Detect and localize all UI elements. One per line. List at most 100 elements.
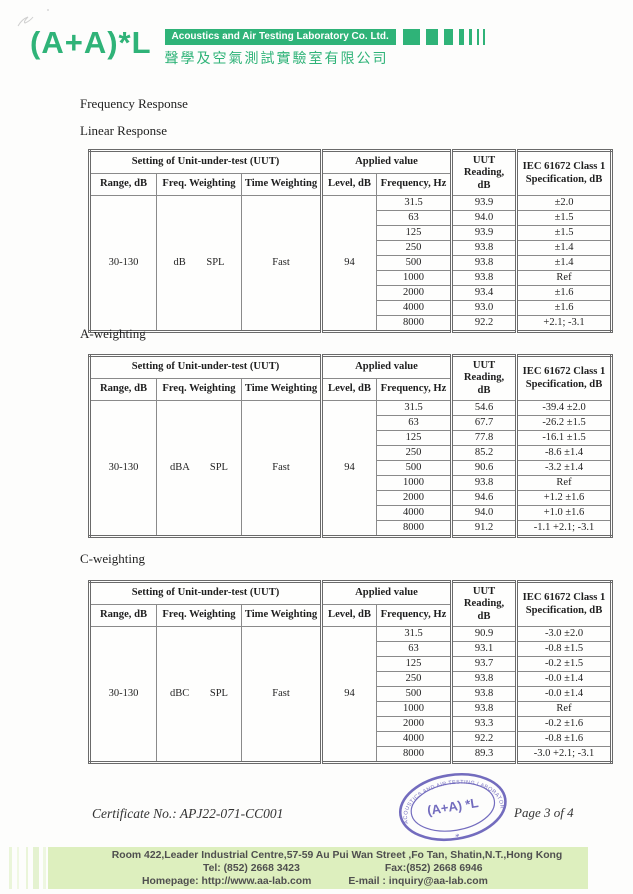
- company-name-chinese: 聲學及空氣測試實驗室有限公司: [164, 51, 389, 67]
- section-heading-linear: Linear Response: [80, 123, 168, 138]
- level-value: 94: [320, 626, 377, 763]
- uut-reading-value: 89.3: [450, 746, 518, 763]
- frequency-value: 63: [375, 415, 453, 431]
- table-row: 63 93.1 -0.8 ±1.5: [90, 641, 613, 657]
- frequency-value: 1000: [375, 701, 453, 717]
- header-frequency: Frequency, Hz: [375, 378, 453, 401]
- footer-email: E-mail : inquiry@aa-lab.com: [348, 876, 488, 888]
- uut-reading-value: 94.0: [450, 210, 518, 226]
- table-row: 125 77.8 -16.1 ±1.5: [90, 430, 613, 446]
- footer: Room 422,Leader Industrial Centre,57-59 …: [48, 847, 588, 889]
- uut-reading-value: 93.0: [450, 300, 518, 316]
- frequency-value: 2000: [375, 490, 453, 506]
- frequency-value: 8000: [375, 315, 453, 332]
- section-heading-a-weighting: A-weighting: [80, 326, 146, 341]
- spec-value: Ref: [515, 701, 613, 717]
- footer-stripe: [9, 847, 12, 889]
- spec-value: -39.4 ±2.0: [515, 400, 613, 416]
- frequency-value: 125: [375, 225, 453, 241]
- table-row: 500 93.8 -0.0 ±1.4: [90, 686, 613, 702]
- uut-reading-value: 92.2: [450, 731, 518, 747]
- uut-reading-value: 93.8: [450, 686, 518, 702]
- spec-value: +1.0 ±1.6: [515, 505, 613, 521]
- range-value: 30-130: [89, 626, 157, 763]
- header-range: Range, dB: [89, 173, 157, 196]
- footer-tel: Tel: (852) 2668 3423: [203, 863, 300, 875]
- company-names: Acoustics and Air Testing Laboratory Co.…: [164, 27, 485, 68]
- spec-value: ±1.6: [515, 300, 613, 316]
- spec-value: -16.1 ±1.5: [515, 430, 613, 446]
- uut-reading-value: 94.6: [450, 490, 518, 506]
- table-row: 1000 93.8 Ref: [90, 701, 613, 717]
- range-value: 30-130: [89, 195, 157, 332]
- header-uut-reading: UUT Reading, dB: [450, 581, 518, 627]
- linear-response-table: Setting of Unit-under-test (UUT) Applied …: [88, 149, 614, 333]
- a-weighting-table-container: Setting of Unit-under-test (UUT) Applied …: [88, 354, 614, 538]
- header-iec-spec: IEC 61672 Class 1 Specification, dB: [515, 355, 613, 401]
- spec-value: -0.2 ±1.5: [515, 656, 613, 672]
- spec-value: ±1.4: [515, 255, 613, 271]
- frequency-value: 2000: [375, 285, 453, 301]
- spec-value: ±1.6: [515, 285, 613, 301]
- header-group-uut: Setting of Unit-under-test (UUT): [89, 150, 322, 174]
- uut-reading-value: 93.8: [450, 671, 518, 687]
- table-row: 8000 89.3 -3.0 +2.1; -3.1: [90, 746, 613, 763]
- spec-value: -0.2 ±1.6: [515, 716, 613, 732]
- header-level: Level, dB: [320, 378, 377, 401]
- table-row: 500 90.6 -3.2 ±1.4: [90, 460, 613, 476]
- spec-value: -0.0 ±1.4: [515, 686, 613, 702]
- linear-response-table-container: Setting of Unit-under-test (UUT) Applied …: [88, 149, 614, 333]
- header-group-applied: Applied value: [319, 581, 453, 605]
- header-time-weighting: Time Weighting: [241, 378, 322, 401]
- uut-reading-value: 93.9: [450, 195, 518, 211]
- uut-reading-value: 93.3: [450, 716, 518, 732]
- table-row: 8000 91.2 -1.1 +2.1; -3.1: [90, 520, 613, 537]
- uut-reading-value: 91.2: [450, 520, 518, 537]
- time-weighting-value: Fast: [241, 626, 322, 763]
- uut-reading-value: 92.2: [450, 315, 518, 332]
- logo-bars-decoration: [402, 29, 485, 45]
- frequency-value: 63: [375, 210, 453, 226]
- uut-reading-value: 93.7: [450, 656, 518, 672]
- header-range: Range, dB: [89, 378, 157, 401]
- a-weighting-table: Setting of Unit-under-test (UUT) Applied …: [88, 354, 614, 538]
- header-range: Range, dB: [89, 604, 157, 627]
- table-row: 8000 92.2 +2.1; -3.1: [90, 315, 613, 332]
- uut-reading-value: 90.9: [450, 626, 518, 642]
- frequency-value: 4000: [375, 300, 453, 316]
- frequency-value: 250: [375, 240, 453, 256]
- uut-reading-value: 93.1: [450, 641, 518, 657]
- freq-weighting-value: dB SPL: [156, 195, 242, 332]
- frequency-value: 500: [375, 255, 453, 271]
- footer-stripe: [17, 847, 19, 889]
- header-frequency: Frequency, Hz: [375, 173, 453, 196]
- level-value: 94: [320, 400, 377, 537]
- header-freq-weighting: Freq. Weighting: [156, 173, 242, 196]
- certificate-number: Certificate No.: APJ22-071-CC001: [92, 806, 284, 821]
- section-heading-c-weighting: C-weighting: [80, 551, 145, 566]
- company-header: (A+A)*L Acoustics and Air Testing Labora…: [30, 27, 485, 68]
- pencil-mark: [17, 9, 49, 27]
- spec-value: Ref: [515, 475, 613, 491]
- spec-value: ±1.4: [515, 240, 613, 256]
- spec-value: -3.0 +2.1; -3.1: [515, 746, 613, 763]
- header-iec-spec: IEC 61672 Class 1 Specification, dB: [515, 150, 613, 196]
- header-uut-reading: UUT Reading, dB: [450, 355, 518, 401]
- header-group-uut: Setting of Unit-under-test (UUT): [89, 355, 322, 379]
- footer-address: Room 422,Leader Industrial Centre,57-59 …: [111, 850, 563, 861]
- spec-value: -26.2 ±1.5: [515, 415, 613, 431]
- header-freq-weighting: Freq. Weighting: [156, 604, 242, 627]
- footer-homepage: Homepage: http://www.aa-lab.com: [142, 876, 312, 888]
- spec-value: ±2.0: [515, 195, 613, 211]
- time-weighting-value: Fast: [241, 195, 322, 332]
- header-group-applied: Applied value: [319, 150, 453, 174]
- table-row: 30-130 dB SPL Fast 94 31.5 93.9 ±2.0: [89, 195, 613, 332]
- spec-value: -1.1 +2.1; -3.1: [515, 520, 613, 537]
- uut-reading-value: 67.7: [450, 415, 518, 431]
- table-row: 30-130 dBA SPL Fast 94 31.5 54.6 -39.4 ±2.0: [89, 400, 613, 537]
- uut-reading-value: 93.8: [450, 270, 518, 286]
- spec-value: -3.2 ±1.4: [515, 460, 613, 476]
- footer-stripe: [33, 847, 39, 889]
- header-group-uut: Setting of Unit-under-test (UUT): [89, 581, 322, 605]
